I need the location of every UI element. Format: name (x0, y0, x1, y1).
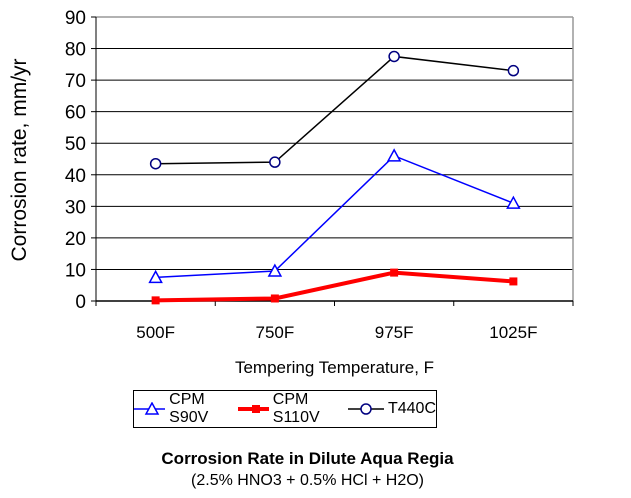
legend-item: CPM S90V (134, 391, 238, 427)
y-tick-label: 90 (65, 8, 86, 29)
data-point-cpm-s110v (151, 296, 160, 305)
data-point-cpm-s90v (386, 148, 402, 162)
data-point-cpm-s110v (270, 294, 279, 303)
series-line-cpm-s90v (155, 154, 514, 279)
x-tick-label: 1025F (489, 323, 537, 342)
data-point-cpm-s110v (390, 268, 399, 277)
legend-label: CPM S90V (169, 391, 209, 426)
data-point-t440c (507, 64, 520, 77)
series-line-cpm-s110v (155, 270, 514, 303)
x-tick-label: 975F (375, 323, 414, 342)
legend: CPM S90V CPM S110V T440C (133, 390, 437, 428)
x-axis-label: Tempering Temperature, F (235, 358, 434, 377)
y-tick-label: 80 (65, 40, 86, 61)
legend-swatch (347, 403, 384, 415)
y-tick-label: 20 (65, 229, 86, 250)
data-point-t440c (149, 157, 162, 170)
chart-title: Corrosion Rate in Dilute Aqua Regia (161, 449, 454, 468)
legend-swatch (134, 402, 166, 415)
y-tick-label: 40 (65, 166, 86, 187)
y-axis-label: Corrosion rate, mm/yr (8, 58, 31, 261)
legend-item: CPM S110V (237, 391, 348, 427)
data-point-cpm-s110v (509, 277, 518, 286)
legend-marker (360, 403, 372, 415)
data-point-cpm-s90v (148, 269, 163, 284)
data-point-cpm-s90v (506, 195, 521, 209)
data-point-cpm-s90v (267, 263, 283, 277)
legend-label: CPM S110V (272, 391, 320, 426)
y-tick-label: 60 (65, 103, 86, 124)
legend-swatch (237, 405, 269, 413)
x-tick-label: 750F (256, 323, 295, 342)
x-tick-label: 500F (136, 323, 175, 342)
y-tick-label: 0 (75, 292, 86, 313)
legend-label: T440C (387, 400, 436, 417)
data-point-t440c (269, 156, 281, 168)
y-tick-label: 70 (65, 71, 86, 92)
legend-item: T440C (347, 400, 436, 418)
chart-subtitle: (2.5% HNO3 + 0.5% HCl + H2O) (191, 472, 424, 489)
y-tick-label: 50 (65, 134, 86, 155)
data-point-t440c (388, 50, 400, 63)
legend-marker (251, 405, 260, 413)
legend-marker (144, 402, 160, 415)
y-tick-label: 30 (65, 197, 86, 218)
series-line-t440c (155, 55, 514, 165)
y-tick-label: 10 (65, 260, 86, 281)
